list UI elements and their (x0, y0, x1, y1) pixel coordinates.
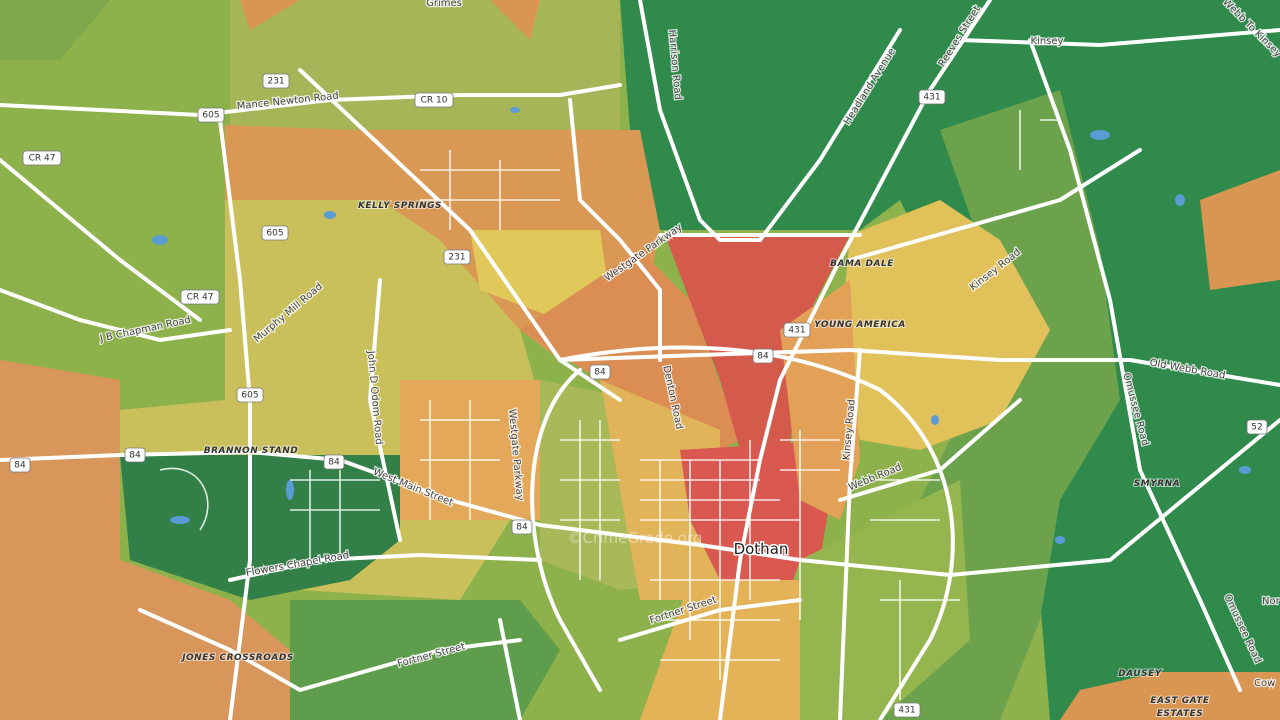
route-label: 84 (14, 461, 26, 471)
route-label: 84 (516, 523, 528, 533)
route-shield: 52 (1246, 419, 1268, 435)
route-shield: 84 (9, 457, 31, 473)
shield-box (22, 150, 62, 166)
shield-box (1246, 419, 1268, 435)
shield-box (414, 92, 454, 108)
shield-box (262, 73, 290, 89)
place-label: KELLY SPRINGS (358, 201, 442, 211)
place-label: BRANNON STAND (204, 446, 299, 456)
shield-box (9, 457, 31, 473)
route-shield: 84 (511, 519, 533, 535)
shield-box (589, 364, 611, 380)
place-labels: Grimes Kinsey KELLY SPRINGS BAMA DALE YO… (179, 0, 1280, 720)
route-shield: 84 (752, 348, 774, 364)
place-label: YOUNG AMERICA (814, 320, 906, 330)
place-label: Grimes (426, 0, 462, 9)
place-label: JONES CROSSROADS (180, 653, 294, 663)
shield-box (323, 454, 345, 470)
route-shield: 605 (197, 107, 225, 123)
route-label: 231 (448, 253, 465, 263)
route-label: CR 10 (421, 96, 448, 106)
water (152, 107, 1251, 544)
place-label: EAST GATE (1150, 696, 1209, 706)
route-label: CR 47 (29, 154, 56, 164)
route-shield: 431 (918, 89, 946, 105)
place-label: Kinsey (1031, 36, 1064, 47)
place-label: ESTATES (1157, 709, 1203, 719)
shield-box (197, 107, 225, 123)
route-label: 605 (241, 391, 258, 401)
route-label: 84 (129, 451, 141, 461)
route-shield: 431 (893, 702, 921, 718)
route-label: 84 (757, 352, 769, 362)
shield-box (918, 89, 946, 105)
route-label: 431 (788, 326, 805, 336)
route-label: 84 (594, 368, 606, 378)
route-label: 431 (898, 706, 915, 716)
shield-box (752, 348, 774, 364)
place-label: SMYRNA (1134, 479, 1180, 489)
shield-box (511, 519, 533, 535)
place-label: Cow (1254, 678, 1275, 689)
route-label: 231 (267, 77, 284, 87)
route-label: CR 47 (187, 293, 214, 303)
route-label: 52 (1251, 423, 1262, 433)
shield-box (124, 447, 146, 463)
route-shield: 231 (262, 73, 290, 89)
route-shield: 605 (236, 387, 264, 403)
route-label: 605 (202, 111, 219, 121)
route-shield: 84 (323, 454, 345, 470)
route-shield: 231 (443, 249, 471, 265)
shields: 605 CR 10 231 431 CR 47 605 231 CR 47 84 431 84 605… (9, 73, 1268, 718)
route-label: 431 (923, 93, 940, 103)
route-shield: 84 (589, 364, 611, 380)
shield-box (893, 702, 921, 718)
shield-box (236, 387, 264, 403)
shield-box (180, 289, 220, 305)
place-label: DAUSEY (1118, 669, 1162, 679)
route-shield: CR 47 (180, 289, 220, 305)
route-shield: 605 (261, 225, 289, 241)
shield-box (443, 249, 471, 265)
place-label: Nor (1262, 596, 1280, 607)
shield-box (261, 225, 289, 241)
route-label: 605 (266, 229, 283, 239)
city-label: Dothan (734, 540, 789, 558)
watermark: ©CrimeGrade.org (568, 529, 703, 547)
route-shield: CR 47 (22, 150, 62, 166)
place-label: BAMA DALE (830, 259, 894, 269)
route-shield: CR 10 (414, 92, 454, 108)
route-shield: 431 (783, 322, 811, 338)
shield-box (783, 322, 811, 338)
route-label: 84 (328, 458, 340, 468)
route-shield: 84 (124, 447, 146, 463)
